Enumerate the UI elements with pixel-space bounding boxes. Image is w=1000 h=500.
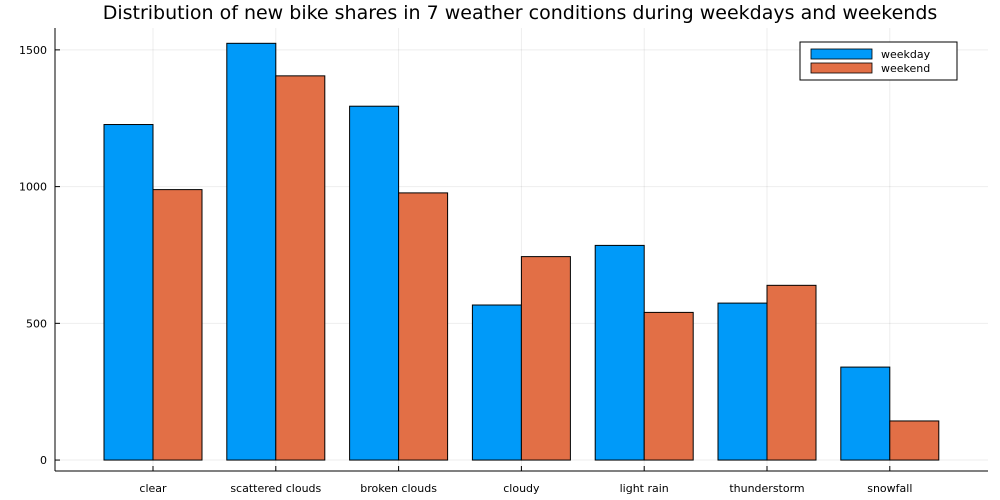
x-tick-label: light rain: [620, 482, 669, 495]
x-tick-label: thunderstorm: [729, 482, 804, 495]
legend-swatch-weekday: [810, 48, 873, 60]
bar-weekday-light-rain: [594, 244, 645, 461]
chart-title: Distribution of new bike shares in 7 wea…: [103, 2, 938, 24]
bar-weekend-snowfall: [889, 420, 940, 461]
bar-weekday-cloudy: [471, 304, 522, 461]
bar-weekday-snowfall: [840, 366, 891, 461]
bar-weekend-cloudy: [520, 256, 571, 461]
legend-label-weekend: weekend: [881, 62, 930, 75]
y-tick-label: 500: [26, 317, 47, 330]
bar-weekend-thunderstorm: [766, 284, 817, 461]
legend-label-weekday: weekday: [881, 48, 931, 61]
legend-swatch-weekend: [810, 62, 873, 74]
axes: [54, 28, 988, 472]
legend-box: [799, 41, 958, 81]
y-tick-label: 1000: [19, 181, 47, 194]
bar-weekend-clear: [152, 189, 203, 461]
x-tick-label: broken clouds: [360, 482, 437, 495]
bar-weekday-thunderstorm: [717, 302, 768, 461]
y-tick-label: 0: [40, 454, 47, 467]
x-tick-label: cloudy: [503, 482, 540, 495]
bar-weekend-scattered-clouds: [275, 75, 326, 461]
bar-weekend-broken-clouds: [398, 192, 449, 461]
bar-weekend-light-rain: [643, 311, 694, 461]
y-tick-label: 1500: [19, 44, 47, 57]
tick-labels: 0 500 1000 1500 clear scattered clouds broken …: [19, 44, 912, 495]
x-tick-label: snowfall: [867, 482, 912, 495]
bars: [103, 42, 940, 461]
bar-weekday-broken-clouds: [349, 105, 400, 461]
x-tick-label: scattered clouds: [230, 482, 321, 495]
bar-weekday-clear: [103, 124, 154, 461]
x-tick-label: clear: [139, 482, 167, 495]
bar-weekday-scattered-clouds: [226, 42, 277, 461]
